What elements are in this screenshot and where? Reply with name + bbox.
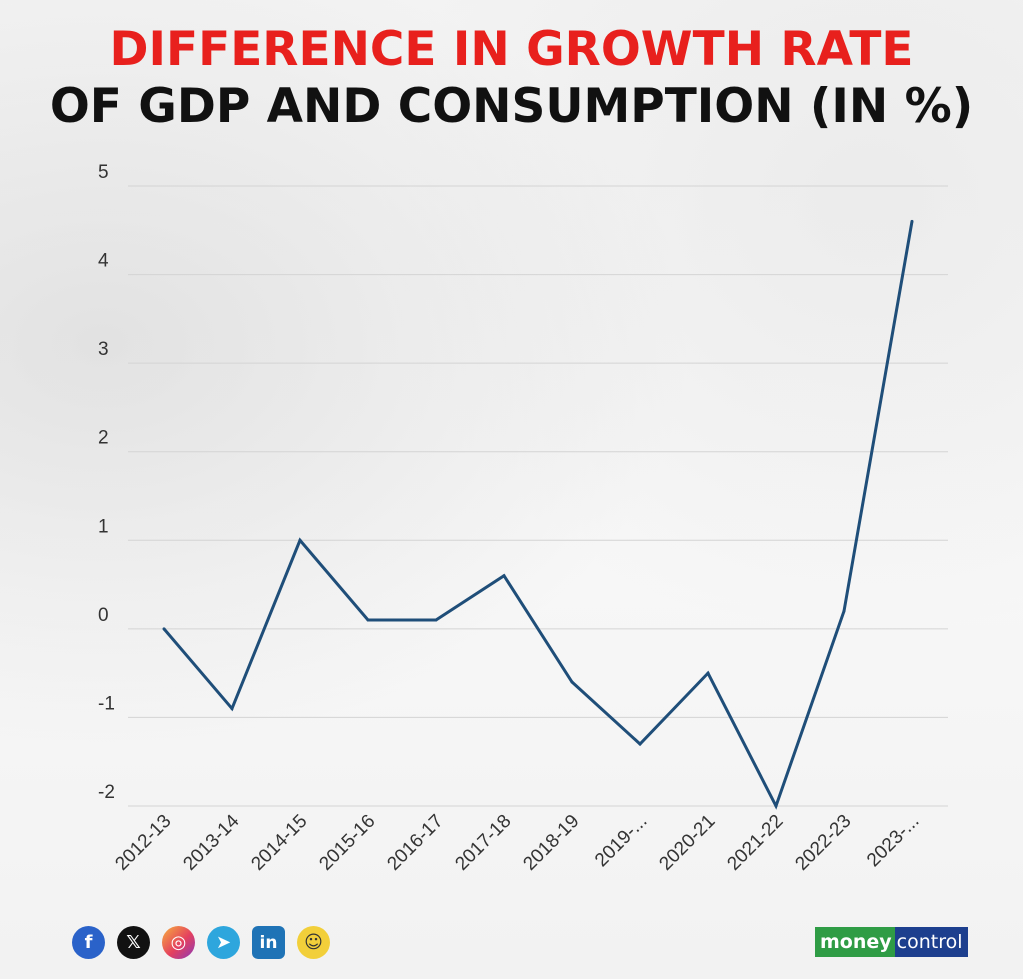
x-tick-label: 2016-17: [383, 811, 447, 875]
data-point: [162, 627, 166, 631]
data-point: [638, 742, 642, 746]
linkedin-icon[interactable]: in: [252, 926, 285, 959]
title-line-2: OF GDP AND CONSUMPTION (IN %): [49, 79, 974, 134]
data-point: [706, 671, 710, 675]
x-tick-label: 2018-19: [519, 811, 583, 875]
y-tick-label: 4: [98, 251, 109, 272]
y-tick-label: 0: [98, 605, 109, 626]
x-icon[interactable]: 𝕏: [117, 926, 150, 959]
series-line: [162, 221, 914, 810]
x-tick-label: 2021-22: [723, 811, 787, 875]
x-tick-label: 2017-18: [451, 811, 515, 875]
data-point: [502, 574, 506, 578]
x-axis-ticks: 2012-13 2013-14 2014-15 2015-16 2016-17 2017-…: [111, 810, 923, 874]
x-tick-label: 2020-21: [655, 811, 719, 875]
title-line-1: DIFFERENCE IN GROWTH RATE: [109, 22, 914, 77]
y-tick-label: 2: [98, 428, 109, 449]
x-tick-label: 2015-16: [315, 811, 379, 875]
data-point: [842, 609, 846, 613]
data-point: [366, 618, 370, 622]
x-tick-label: 2013-14: [179, 810, 243, 874]
instagram-icon[interactable]: ◎: [162, 926, 195, 959]
grid-layer: [128, 185, 948, 807]
data-point: [434, 618, 438, 622]
logo-part-money: money: [815, 927, 895, 957]
data-point: [298, 538, 302, 542]
y-tick-label: -2: [98, 782, 115, 803]
y-tick-label: 3: [98, 339, 109, 360]
social-icons: f 𝕏 ◎ ➤ in ☺: [72, 926, 330, 959]
snapchat-icon[interactable]: ☺: [297, 926, 330, 959]
x-tick-label: 2023-...: [863, 811, 923, 871]
logo-part-control: control: [894, 927, 968, 957]
y-tick-label: -1: [98, 693, 115, 714]
data-point: [774, 804, 778, 808]
data-point: [570, 680, 574, 684]
y-tick-label: 5: [98, 162, 109, 183]
moneycontrol-logo: money control: [815, 927, 968, 957]
series-layer: [162, 219, 914, 810]
y-axis-ticks: 5 4 3 2 1 0 -1 -2: [98, 162, 115, 803]
data-point: [230, 707, 234, 711]
telegram-icon[interactable]: ➤: [207, 926, 240, 959]
facebook-icon[interactable]: f: [72, 926, 105, 959]
data-point: [910, 219, 914, 223]
x-tick-label: 2019-...: [591, 811, 651, 871]
x-tick-label: 2014-15: [247, 811, 311, 875]
x-tick-label: 2012-13: [111, 811, 175, 875]
chart-title: DIFFERENCE IN GROWTH RATE OF GDP AND CON…: [0, 22, 1023, 136]
y-tick-label: 1: [98, 516, 109, 537]
x-tick-label: 2022-23: [791, 811, 855, 875]
